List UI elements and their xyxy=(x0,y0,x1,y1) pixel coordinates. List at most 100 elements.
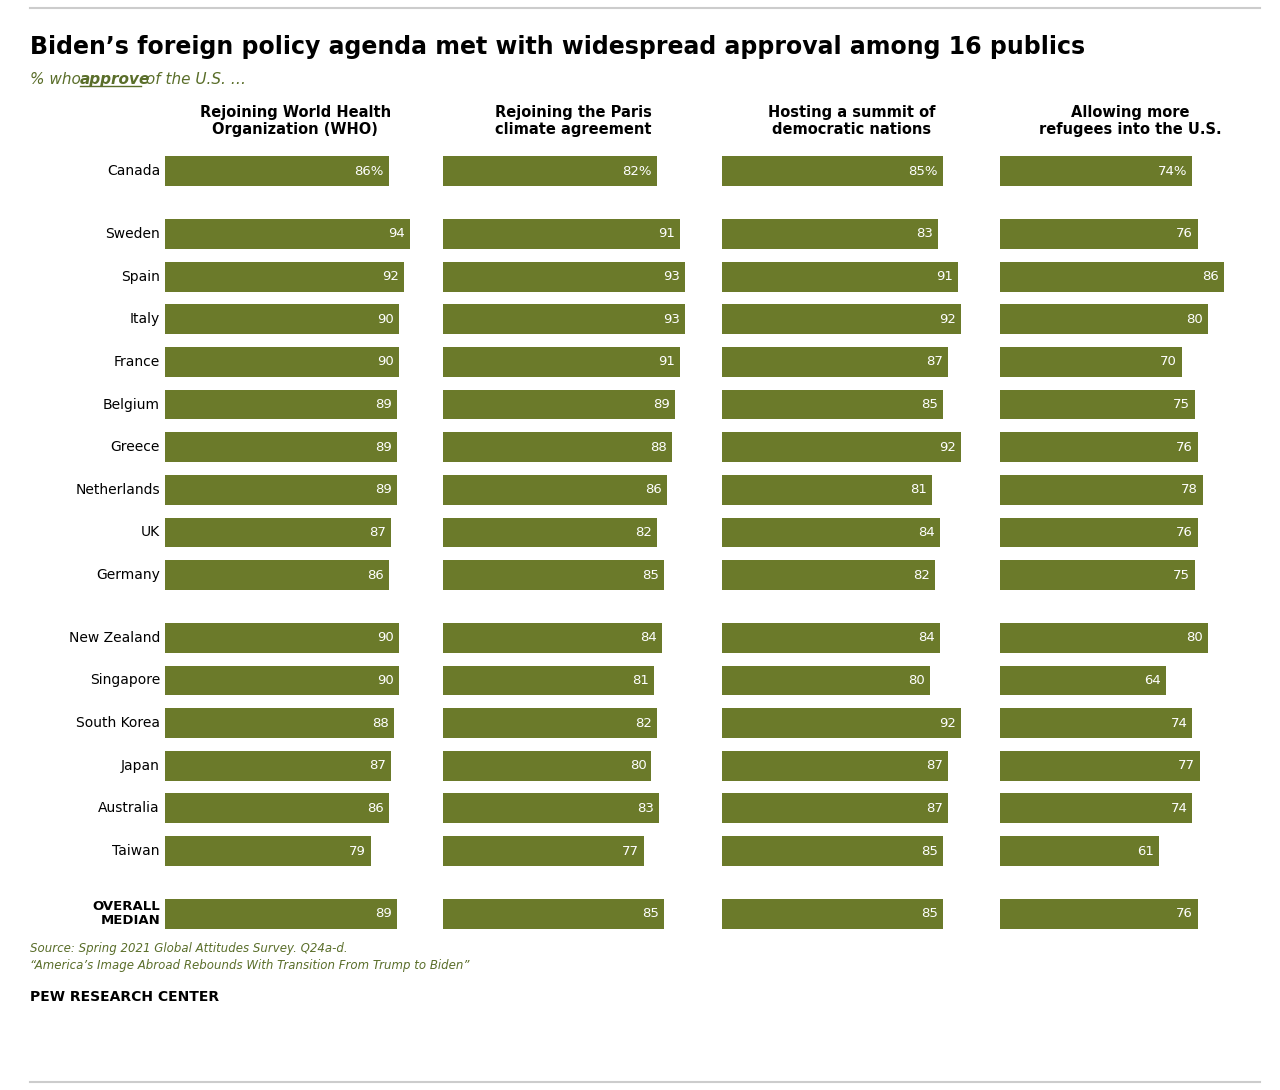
Bar xyxy=(165,389,397,420)
Bar xyxy=(1000,389,1196,420)
Text: Canada: Canada xyxy=(106,165,160,179)
Bar xyxy=(165,751,392,780)
Bar xyxy=(443,156,657,186)
Text: 92: 92 xyxy=(940,440,956,453)
Text: 84: 84 xyxy=(918,526,936,538)
Bar xyxy=(443,262,685,291)
Text: 82: 82 xyxy=(635,526,652,538)
Text: Source: Spring 2021 Global Attitudes Survey. Q24a-d.: Source: Spring 2021 Global Attitudes Sur… xyxy=(29,942,348,955)
Bar xyxy=(443,794,659,823)
Bar xyxy=(443,751,652,780)
Bar xyxy=(443,899,664,929)
Text: Singapore: Singapore xyxy=(90,674,160,688)
Bar xyxy=(443,475,667,505)
Bar xyxy=(165,219,410,249)
Text: 85%: 85% xyxy=(909,165,938,178)
Text: 76: 76 xyxy=(1175,526,1193,538)
Bar xyxy=(1000,156,1193,186)
Text: 86: 86 xyxy=(1202,270,1219,283)
Bar xyxy=(165,708,394,738)
Text: 89: 89 xyxy=(375,907,392,920)
Bar xyxy=(1000,433,1198,462)
Text: Sweden: Sweden xyxy=(105,227,160,241)
Bar xyxy=(165,262,404,291)
Bar xyxy=(1000,666,1166,695)
Text: 83: 83 xyxy=(637,802,654,815)
Text: New Zealand: New Zealand xyxy=(69,631,160,645)
Text: 70: 70 xyxy=(1160,355,1176,368)
Text: MEDIAN: MEDIAN xyxy=(100,915,160,928)
Bar xyxy=(165,666,399,695)
Text: 92: 92 xyxy=(940,313,956,326)
Text: Japan: Japan xyxy=(122,759,160,773)
Bar xyxy=(165,622,399,653)
Text: 90: 90 xyxy=(378,355,394,368)
Text: Hosting a summit of
democratic nations: Hosting a summit of democratic nations xyxy=(768,105,936,137)
Bar xyxy=(443,347,680,377)
Bar xyxy=(443,560,664,590)
Bar xyxy=(165,899,397,929)
Text: 76: 76 xyxy=(1175,440,1193,453)
Bar xyxy=(443,708,657,738)
Bar xyxy=(443,304,685,335)
Text: 74%: 74% xyxy=(1158,165,1188,178)
Text: 85: 85 xyxy=(643,569,659,582)
Text: Greece: Greece xyxy=(110,440,160,455)
Text: 87: 87 xyxy=(370,760,387,772)
Text: 87: 87 xyxy=(925,355,943,368)
Bar xyxy=(1000,262,1224,291)
Text: 81: 81 xyxy=(910,483,927,496)
Bar xyxy=(722,156,942,186)
Bar xyxy=(1000,751,1201,780)
Text: 93: 93 xyxy=(663,270,680,283)
Text: 89: 89 xyxy=(653,398,669,411)
Text: 89: 89 xyxy=(375,483,392,496)
Text: 78: 78 xyxy=(1181,483,1198,496)
Text: PEW RESEARCH CENTER: PEW RESEARCH CENTER xyxy=(29,990,219,1004)
Bar xyxy=(1000,475,1203,505)
Text: Spain: Spain xyxy=(122,269,160,283)
Text: 79: 79 xyxy=(348,845,366,858)
Text: 74: 74 xyxy=(1170,802,1188,815)
Bar xyxy=(443,433,672,462)
Text: 84: 84 xyxy=(640,631,657,644)
Text: 90: 90 xyxy=(378,313,394,326)
Text: 84: 84 xyxy=(918,631,936,644)
Bar xyxy=(443,622,662,653)
Text: 94: 94 xyxy=(388,228,404,241)
Bar xyxy=(1000,622,1208,653)
Text: 87: 87 xyxy=(925,760,943,772)
Text: 90: 90 xyxy=(378,631,394,644)
Text: 85: 85 xyxy=(920,398,938,411)
Text: 80: 80 xyxy=(1187,313,1203,326)
Text: 89: 89 xyxy=(375,398,392,411)
Bar xyxy=(1000,836,1158,865)
Bar xyxy=(1000,347,1181,377)
Text: approve: approve xyxy=(79,72,150,87)
Bar xyxy=(1000,219,1198,249)
Text: Italy: Italy xyxy=(129,312,160,326)
Text: Rejoining World Health
Organization (WHO): Rejoining World Health Organization (WHO… xyxy=(200,105,390,137)
Text: 82%: 82% xyxy=(622,165,652,178)
Bar xyxy=(1000,304,1208,335)
Text: 86: 86 xyxy=(367,802,384,815)
Text: 86%: 86% xyxy=(355,165,384,178)
Text: 92: 92 xyxy=(940,716,956,729)
Text: 77: 77 xyxy=(622,845,639,858)
Bar xyxy=(165,836,371,865)
Text: Taiwan: Taiwan xyxy=(113,844,160,858)
Text: 87: 87 xyxy=(925,802,943,815)
Text: 76: 76 xyxy=(1175,228,1193,241)
Bar xyxy=(722,219,937,249)
Bar xyxy=(165,518,392,547)
Bar xyxy=(165,794,389,823)
Bar xyxy=(165,304,399,335)
Text: Rejoining the Paris
climate agreement: Rejoining the Paris climate agreement xyxy=(495,105,652,137)
Bar xyxy=(1000,899,1198,929)
Text: 93: 93 xyxy=(663,313,680,326)
Bar xyxy=(1000,708,1193,738)
Text: 91: 91 xyxy=(937,270,954,283)
Text: 92: 92 xyxy=(383,270,399,283)
Text: 91: 91 xyxy=(658,355,675,368)
Text: South Korea: South Korea xyxy=(76,716,160,730)
